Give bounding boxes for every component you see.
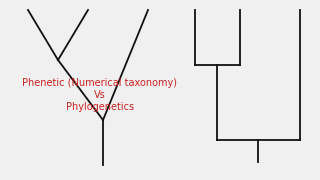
Text: Phenetic (Numerical taxonomy)
Vs
Phylogenetics: Phenetic (Numerical taxonomy) Vs Phyloge…	[22, 78, 178, 112]
